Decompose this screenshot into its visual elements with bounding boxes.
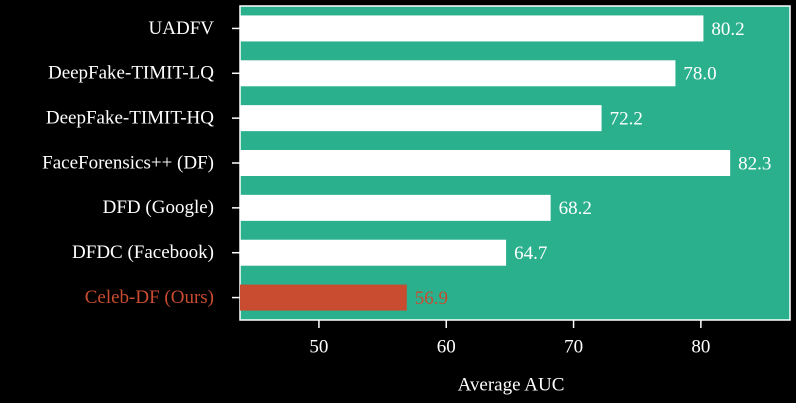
value-label: 56.9 (415, 288, 448, 309)
y-tick-label: Celeb-DF (Ours) (85, 287, 214, 308)
bar (240, 194, 551, 221)
bar (240, 15, 704, 42)
y-tick-label: UADFV (149, 18, 215, 39)
y-tick-label: DFD (Google) (103, 197, 214, 218)
value-label: 68.2 (559, 198, 592, 219)
bar (240, 105, 602, 132)
y-tick-label: FaceForensics++ (DF) (42, 152, 214, 173)
bar (240, 239, 507, 266)
bar (240, 60, 676, 87)
value-label: 82.3 (738, 153, 771, 174)
value-label: 80.2 (711, 19, 744, 40)
value-label: 64.7 (514, 243, 547, 264)
value-label: 72.2 (610, 109, 643, 130)
x-tick-label: 60 (437, 336, 456, 357)
bar (240, 150, 731, 176)
value-label: 78.0 (683, 64, 716, 85)
y-tick-label: DeepFake-TIMIT-HQ (46, 108, 214, 129)
bar (240, 284, 407, 311)
x-tick-label: 70 (564, 336, 583, 357)
x-tick-label: 50 (309, 336, 328, 357)
x-tick-label: 80 (691, 336, 710, 357)
y-tick-label: DeepFake-TIMIT-LQ (48, 63, 214, 84)
x-axis-label: Average AUC (458, 374, 565, 395)
y-tick-label: DFDC (Facebook) (72, 242, 214, 263)
